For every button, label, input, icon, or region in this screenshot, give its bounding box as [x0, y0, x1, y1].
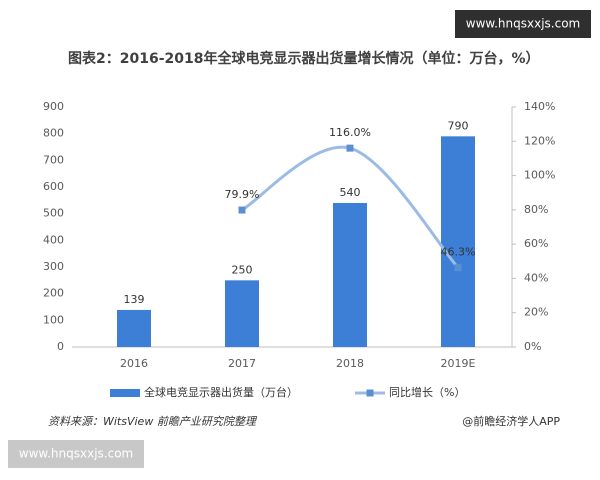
y2-tick-label: 100% [524, 169, 555, 182]
legend-label: 全球电竞显示器出货量（万台） [144, 385, 298, 399]
bar [225, 280, 259, 347]
line-value-label: 79.9% [225, 188, 260, 201]
watermark: www.hnqsxxjs.com [19, 447, 133, 461]
y-tick-label: 100 [43, 313, 64, 326]
watermark: www.hnqsxxjs.com [466, 17, 580, 31]
line-marker [346, 144, 354, 152]
credit: @前瞻经济学人APP [462, 414, 560, 428]
bar-value-label: 790 [448, 119, 469, 132]
y-tick-label: 200 [43, 287, 64, 300]
y-tick-label: 800 [43, 127, 64, 140]
bar [117, 309, 151, 347]
legend-swatch [366, 389, 374, 397]
legend-label: 同比增长（%） [389, 385, 465, 399]
line-value-label: 116.0% [329, 126, 371, 139]
legend-swatch [110, 389, 140, 397]
y-tick-label: 500 [43, 207, 64, 220]
y2-tick-label: 60% [524, 237, 548, 250]
y2-tick-label: 0% [524, 340, 541, 353]
line-marker [238, 206, 246, 214]
y2-tick-label: 20% [524, 306, 548, 319]
source: 资料来源：WitsView 前瞻产业研究院整理 [48, 415, 258, 428]
y2-tick-label: 120% [524, 134, 555, 147]
x-tick-label: 2019E [441, 357, 476, 370]
y2-tick-label: 140% [524, 100, 555, 113]
x-tick-label: 2016 [120, 357, 148, 370]
y-tick-label: 300 [43, 260, 64, 273]
line-value-label: 46.3% [441, 246, 476, 259]
chart-title: 图表2：2016-2018年全球电竞显示器出货量增长情况（单位：万台，%） [68, 51, 540, 67]
watermark-box [455, 10, 591, 38]
x-tick-label: 2017 [228, 357, 256, 370]
x-tick-label: 2018 [336, 357, 364, 370]
y-tick-label: 0 [57, 340, 64, 353]
y-tick-label: 600 [43, 180, 64, 193]
y2-tick-label: 40% [524, 271, 548, 284]
y-tick-label: 700 [43, 153, 64, 166]
y-tick-label: 900 [43, 100, 64, 113]
watermark-box [8, 440, 144, 468]
line-marker [454, 264, 462, 272]
bar-value-label: 139 [124, 293, 145, 306]
y-tick-label: 400 [43, 233, 64, 246]
y2-tick-label: 80% [524, 203, 548, 216]
bar [333, 203, 367, 347]
bar [441, 136, 475, 347]
bar-value-label: 250 [232, 263, 253, 276]
bar-value-label: 540 [340, 186, 361, 199]
